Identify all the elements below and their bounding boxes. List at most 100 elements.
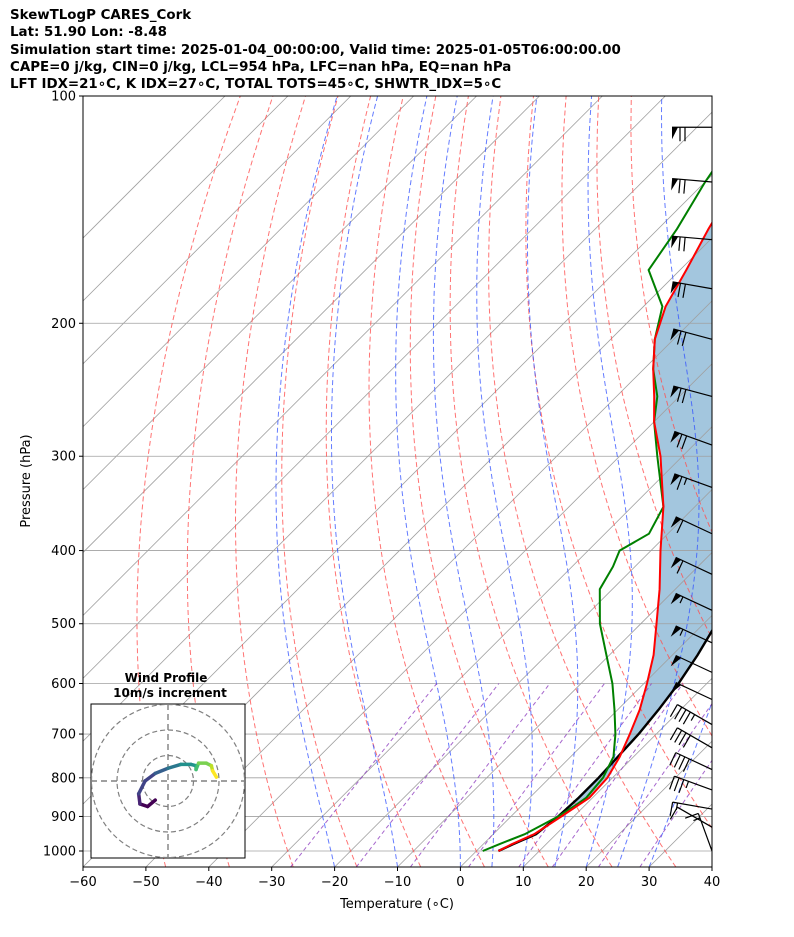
wind-barb — [670, 625, 713, 644]
moist-adiabat — [395, 96, 461, 867]
barb-pennant — [670, 557, 682, 569]
wind-barb — [670, 473, 713, 490]
barb-feather — [676, 433, 683, 448]
wind-barb — [669, 704, 713, 726]
moist-adiabat — [275, 96, 338, 867]
wind-barb — [670, 682, 713, 701]
isotherm-line — [83, 96, 540, 554]
parcel-line — [497, 628, 712, 853]
barb-pennant — [670, 386, 680, 398]
moist-adiabat — [585, 96, 633, 867]
hodograph-ring — [116, 729, 220, 833]
hodograph-segment — [136, 779, 147, 796]
dry-adiabat — [525, 96, 712, 829]
wind-barb — [670, 592, 713, 611]
isotherm-line — [271, 426, 712, 867]
isotherm-line — [523, 677, 712, 867]
isotherm-line — [83, 96, 289, 302]
y-axis-label: Pressure (hPa) — [19, 434, 34, 527]
indices-line-1: CAPE=0 j/kg, CIN=0 j/kg, LCL=954 hPa, LF… — [10, 59, 512, 75]
cape-cin-shading — [498, 223, 712, 851]
isotherm-line — [83, 96, 226, 239]
hodograph-segment — [153, 766, 170, 776]
wind-barb — [669, 727, 713, 749]
moist-adiabat — [617, 96, 700, 867]
barb-shaft — [672, 235, 713, 241]
hodograph-segment — [210, 769, 219, 779]
barb-feather — [683, 237, 686, 252]
barb-feather — [681, 435, 688, 450]
dry-adiabat — [235, 96, 306, 867]
barb-shaft — [675, 625, 713, 644]
barb-pennant — [670, 473, 681, 486]
wind-barb — [670, 281, 713, 298]
barb-pennant — [672, 127, 678, 140]
mixing-ratio-lines — [290, 683, 712, 867]
barb-feather — [678, 179, 681, 194]
barb-half-feather — [685, 781, 690, 789]
x-tick-label: −30 — [258, 875, 285, 890]
barb-feather — [678, 236, 681, 251]
barb-half-feather — [683, 478, 688, 486]
barb-pennant — [670, 682, 682, 694]
barb-feather — [678, 756, 686, 770]
mixing-ratio-line — [290, 683, 438, 867]
wind-barb — [669, 752, 713, 772]
barb-shaft — [674, 775, 713, 791]
moist-adiabat — [476, 96, 533, 867]
barb-pennant — [670, 593, 682, 605]
barb-half-feather — [675, 802, 679, 811]
hodograph-segment — [143, 771, 157, 783]
mixing-ratio-line — [409, 683, 551, 867]
times-line: Simulation start time: 2025-01-04_00:00:… — [10, 42, 621, 58]
barb-shaft — [675, 752, 713, 771]
barb-feather — [682, 711, 691, 725]
isotherm-line — [83, 96, 603, 616]
barb-feather — [673, 777, 680, 792]
barb-feather — [676, 388, 682, 402]
barb-feather — [674, 706, 683, 720]
isotherm-line — [334, 489, 712, 867]
profiles — [482, 170, 712, 853]
wind-barb — [670, 385, 713, 404]
barb-shaft — [672, 177, 713, 183]
wind-barb — [670, 556, 713, 575]
barb-feather — [677, 283, 682, 298]
barb-feather — [678, 779, 685, 794]
y-tick-label: 400 — [51, 544, 76, 559]
barb-shaft — [675, 654, 713, 673]
barb-half-feather — [693, 817, 701, 822]
barb-shaft — [697, 813, 713, 852]
mixing-ratio-line — [518, 683, 653, 867]
barb-feather — [682, 735, 691, 748]
barb-half-feather — [679, 596, 684, 604]
barb-feather — [682, 283, 687, 298]
wind-barb — [670, 654, 713, 673]
y-tick-label: 800 — [51, 771, 76, 786]
axis-ticks: −60 −50 −40 −30 −20 −10 0 10 20 30 40 100 200 300 400 5… — [43, 90, 720, 891]
dry-adiabat — [561, 96, 712, 737]
wind-barb — [669, 801, 713, 817]
x-tick-label: 30 — [641, 875, 658, 890]
barb-shaft — [672, 801, 713, 810]
barb-pennant — [670, 516, 682, 528]
dry-adiabat — [325, 96, 422, 867]
barb-pennant — [671, 178, 679, 191]
y-tick-label: 300 — [51, 450, 76, 465]
barb-half-feather — [679, 629, 684, 636]
barb-pennant — [671, 236, 679, 249]
wind-barb — [670, 328, 713, 346]
hodograph-segment — [166, 762, 183, 770]
barb-shaft — [672, 281, 713, 290]
barb-feather — [676, 476, 683, 490]
dry-adiabat — [368, 96, 485, 867]
wind-barb — [670, 430, 713, 450]
barb-shaft — [675, 516, 713, 535]
x-tick-label: 40 — [704, 875, 721, 890]
dry-adiabat — [449, 96, 613, 867]
barb-feather — [678, 709, 687, 722]
barb-shaft — [677, 806, 713, 828]
x-tick-label: 10 — [515, 875, 532, 890]
isotherm-line — [83, 111, 712, 742]
